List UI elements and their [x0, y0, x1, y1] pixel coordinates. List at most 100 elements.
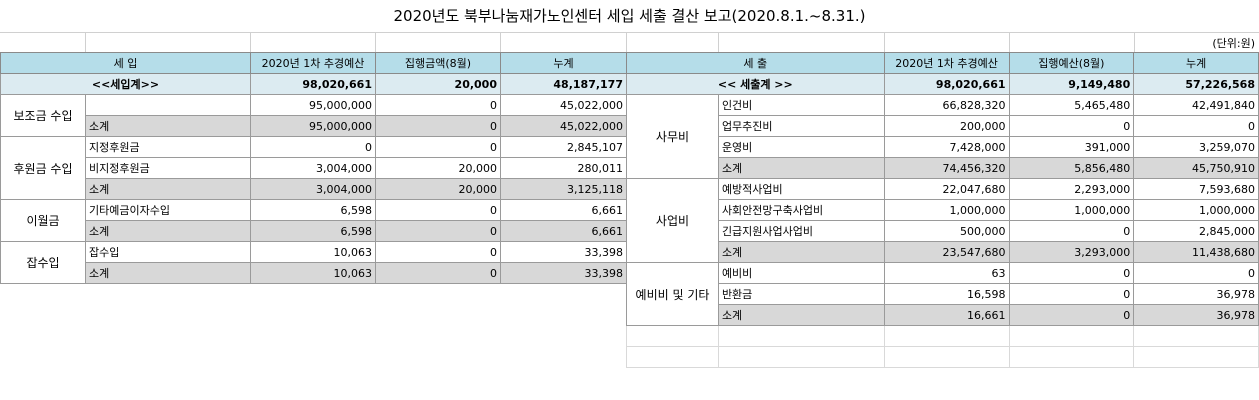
cell-budget: 0: [250, 136, 376, 158]
cell-cum: 45,022,000: [500, 94, 627, 116]
table-row: 운영비 7,428,000 391,000 3,259,070: [627, 136, 1259, 158]
table-row: 예비비 및 기타 예비비 63 0 0: [626, 262, 1259, 326]
row-label: 업무추진비: [717, 115, 885, 137]
cell-cum: 3,259,070: [1133, 136, 1259, 158]
cell-exec: 0: [375, 136, 501, 158]
expense-total-cum: 57,226,568: [1133, 73, 1259, 95]
empty-cell: [1133, 346, 1259, 368]
cell-budget: 74,456,320: [883, 157, 1010, 179]
cell-exec: 0: [375, 241, 501, 263]
empty-cell: [717, 346, 885, 368]
expense-total-label: << 세출계 >>: [626, 73, 885, 95]
row-label: 반환금: [717, 283, 885, 305]
empty-cell: [883, 325, 1010, 347]
cell-exec: 0: [375, 262, 501, 284]
row-label: 소계: [85, 262, 251, 284]
cell-cum: 0: [1133, 262, 1259, 284]
cell-budget: 3,004,000: [250, 178, 376, 200]
empty-cell: [1133, 325, 1259, 347]
cell-cum: 36,978: [1133, 304, 1259, 326]
grid-line: [1009, 32, 1010, 52]
cell-exec: 2,293,000: [1008, 178, 1135, 200]
table-row: 잡수입 잡수입 10,063 0 33,398: [0, 241, 627, 284]
cell-exec: 0: [1008, 220, 1135, 242]
grid-line: [884, 32, 885, 52]
row-label: 소계: [717, 241, 885, 263]
expense-header-cum: 누계: [1133, 52, 1259, 74]
table-row: 이월금 기타예금이자수입 6,598 0 6,661: [0, 199, 627, 242]
cell-cum: 1,000,000: [1133, 199, 1259, 221]
grid-line: [718, 32, 719, 52]
subtotal-row: 소계 3,004,000 20,000 3,125,118: [1, 178, 627, 200]
cell-budget: 23,547,680: [883, 241, 1010, 263]
expense-header-row: 세 출 2020년 1차 추경예산 집행예산(8월) 누계: [626, 52, 1259, 74]
cell-cum: 3,125,118: [500, 178, 627, 200]
expense-group-name: 예비비 및 기타: [626, 262, 719, 326]
grid-line: [626, 32, 627, 52]
income-total-exec: 20,000: [375, 73, 501, 95]
cell-exec: 391,000: [1008, 136, 1135, 158]
empty-row: [626, 325, 1259, 347]
grid-line: [375, 32, 376, 52]
empty-cell: [626, 346, 719, 368]
empty-cell: [883, 346, 1010, 368]
cell-budget: 6,598: [250, 199, 376, 221]
cell-cum: 0: [1133, 115, 1259, 137]
cell-cum: 7,593,680: [1133, 178, 1259, 200]
cell-budget: 16,598: [883, 283, 1010, 305]
cell-budget: 63: [883, 262, 1010, 284]
cell-cum: 2,845,107: [500, 136, 627, 158]
table-row: 보조금 수입 95,000,000 0 45,022,000: [0, 94, 627, 137]
expense-total-budget: 98,020,661: [883, 73, 1010, 95]
expense-total-exec: 9,149,480: [1008, 73, 1135, 95]
table-row: 사회안전망구축사업비 1,000,000 1,000,000 1,000,000: [627, 199, 1259, 221]
row-label: 소계: [717, 157, 885, 179]
expense-total-row: << 세출계 >> 98,020,661 9,149,480 57,226,568: [626, 73, 1259, 95]
empty-cell: [626, 325, 719, 347]
empty-cell: [1008, 325, 1135, 347]
row-label: 예방적사업비: [717, 178, 885, 200]
table-row: 업무추진비 200,000 0 0: [627, 115, 1259, 137]
cell-cum: 33,398: [500, 262, 627, 284]
row-label: 소계: [85, 178, 251, 200]
income-group-name: 후원금 수입: [0, 136, 86, 200]
cell-budget: 7,428,000: [883, 136, 1010, 158]
income-header-exec: 집행금액(8월): [375, 52, 501, 74]
cell-cum: 280,011: [500, 157, 627, 179]
expense-group-name: 사업비: [626, 178, 719, 263]
unit-row: (단위:원): [0, 32, 1259, 53]
expense-table: 세 출 2020년 1차 추경예산 집행예산(8월) 누계 << 세출계 >> 98,02…: [626, 52, 1259, 368]
cell-exec: 0: [375, 94, 501, 116]
cell-cum: 2,845,000: [1133, 220, 1259, 242]
income-header-cum: 누계: [500, 52, 627, 74]
cell-cum: 45,750,910: [1133, 157, 1259, 179]
subtotal-row: 소계 74,456,320 5,856,480 45,750,910: [627, 157, 1259, 179]
income-table: 세 입 2020년 1차 추경예산 집행금액(8월) 누계 <<세입계>> 98,020,…: [0, 52, 627, 284]
cell-budget: 66,828,320: [883, 94, 1010, 116]
row-label: 기타예금이자수입: [85, 199, 251, 221]
cell-budget: 22,047,680: [883, 178, 1010, 200]
subtotal-row: 소계 16,661 0 36,978: [627, 304, 1259, 326]
cell-budget: 3,004,000: [250, 157, 376, 179]
row-label: 사회안전망구축사업비: [717, 199, 885, 221]
subtotal-row: 소계 10,063 0 33,398: [1, 262, 627, 284]
cell-exec: 0: [1008, 283, 1135, 305]
cell-budget: 6,598: [250, 220, 376, 242]
cell-cum: 6,661: [500, 220, 627, 242]
cell-budget: 95,000,000: [250, 94, 376, 116]
row-label: 운영비: [717, 136, 885, 158]
income-group-name: 보조금 수입: [0, 94, 86, 137]
income-total-label: <<세입계>>: [0, 73, 251, 95]
cell-cum: 42,491,840: [1133, 94, 1259, 116]
expense-header-budget: 2020년 1차 추경예산: [883, 52, 1010, 74]
cell-cum: 11,438,680: [1133, 241, 1259, 263]
cell-budget: 95,000,000: [250, 115, 376, 137]
table-row: 사업비 예방적사업비 22,047,680 2,293,000 7,593,680: [626, 178, 1259, 263]
income-group-name: 잡수입: [0, 241, 86, 284]
cell-budget: 1,000,000: [883, 199, 1010, 221]
empty-cell: [1008, 346, 1135, 368]
row-label: 예비비: [717, 262, 885, 284]
cell-exec: 0: [1008, 115, 1135, 137]
expense-header-item: 세 출: [626, 52, 885, 74]
